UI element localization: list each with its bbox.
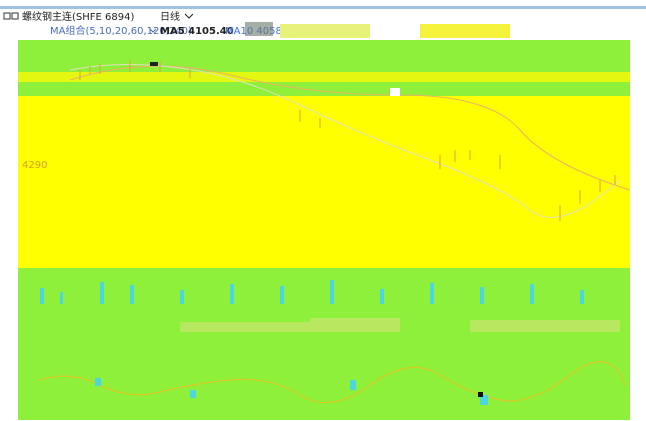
period-selector[interactable]: 日线 — [160, 10, 180, 23]
marker — [150, 62, 158, 66]
marker — [390, 88, 400, 96]
indicator-glitch — [245, 22, 273, 36]
indicator-glitch — [280, 24, 370, 38]
toolbar-icon[interactable] — [3, 12, 19, 20]
ma-line — [69, 63, 621, 218]
candles — [79, 60, 616, 221]
main-pane-top — [18, 40, 630, 98]
volume-bars — [40, 280, 584, 304]
main-pane-band — [18, 72, 630, 82]
lower-pane — [18, 268, 630, 420]
price-label: 4290 — [22, 160, 47, 171]
ma-group[interactable]: MA组合(5,10,20,60,120,240) — [50, 24, 192, 37]
symbol-title: 螺纹钢主连(SHFE 6894) — [22, 10, 134, 23]
period-arrow[interactable] — [184, 13, 194, 19]
indicator-glitch — [420, 24, 510, 38]
oscillator-marks — [95, 378, 488, 405]
ma5-value: MA5 4105.40 — [160, 26, 234, 37]
oscillator-line — [39, 361, 626, 403]
ma-group-arrow[interactable] — [149, 28, 157, 33]
top-border — [0, 6, 646, 9]
main-pane — [18, 96, 630, 268]
macd-bars — [180, 318, 620, 332]
marker — [478, 392, 483, 397]
